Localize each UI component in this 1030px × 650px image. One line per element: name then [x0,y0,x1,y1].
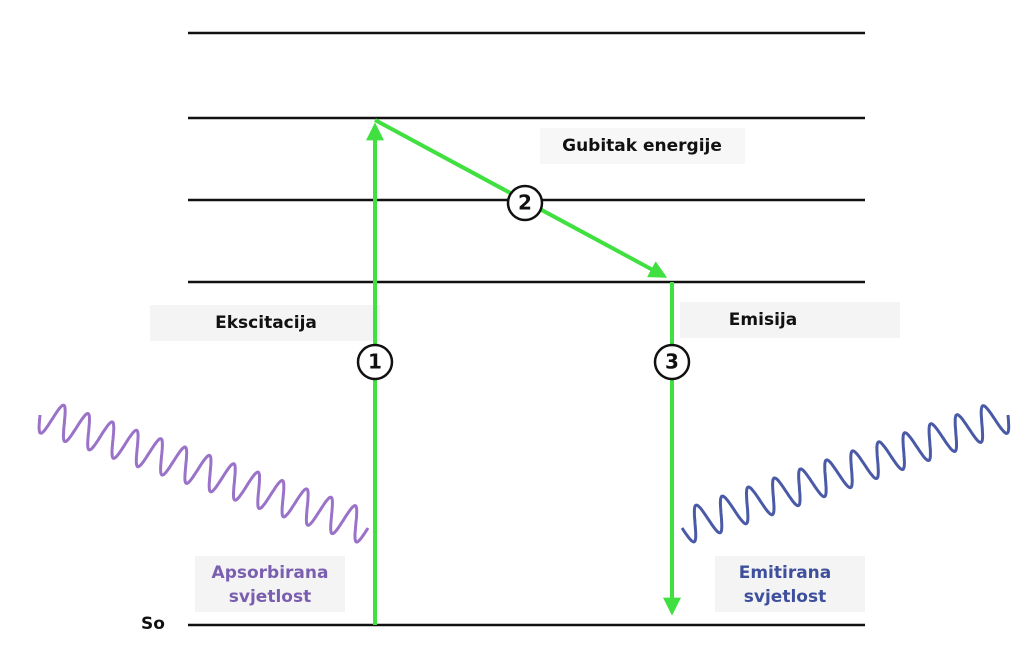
label-bg [150,305,380,341]
light-label: svjetlost [229,587,311,607]
step-circle [653,343,691,381]
step-number: 2 [518,191,532,215]
step-circle [356,343,394,381]
absorbed-wave [37,403,370,544]
step-circle [506,184,544,222]
label-bg [715,556,865,612]
step-number: 3 [665,350,679,374]
light-label: Apsorbirana [212,563,329,583]
step-number: 1 [368,350,382,374]
label-bg [540,128,745,164]
label-bg [680,302,900,338]
label-bg [195,556,345,612]
ground-level-label: So [141,614,165,634]
step-label: Gubitak energije [562,136,722,156]
emitted-wave [680,404,1011,544]
light-label: svjetlost [744,587,826,607]
step-label: Ekscitacija [215,313,317,333]
light-label: Emitirana [739,563,832,583]
step-label: Emisija [729,310,797,330]
